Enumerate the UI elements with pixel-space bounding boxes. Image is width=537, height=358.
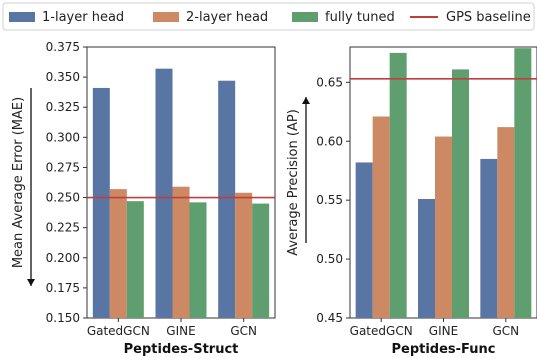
bar-2-layer-head-gine: [172, 186, 190, 318]
bar-fully-tuned-gine: [189, 202, 207, 318]
y-axis-label: Mean Average Error (MAE): [11, 97, 26, 268]
legend-frame: [2, 2, 535, 31]
y-tick-label: 0.150: [46, 311, 80, 325]
bar-fully-tuned-gcn: [514, 48, 532, 319]
y-tick-label: 0.55: [316, 193, 343, 207]
bar-1-layer-head-gine: [155, 68, 173, 319]
bar-2-layer-head-gcn: [235, 192, 253, 318]
y-tick-label: 0.300: [46, 130, 80, 144]
x-tick-label: GINE: [166, 324, 195, 338]
bar-fully-tuned-gatedgcn: [389, 52, 407, 319]
x-tick-label: GatedGCN: [350, 324, 413, 338]
y-tick-label: 0.200: [46, 251, 80, 265]
y-tick-label: 0.325: [46, 100, 80, 114]
bar-2-layer-head-gatedgcn: [372, 116, 390, 318]
legend-swatch-1-layer-head: [9, 12, 35, 22]
bar-2-layer-head-gine: [435, 136, 452, 318]
legend-swatch-2-layer-head: [153, 12, 179, 22]
bar-2-layer-head-gcn: [497, 127, 515, 319]
bar-1-layer-head-gatedgcn: [92, 87, 110, 318]
bar-fully-tuned-gatedgcn: [126, 201, 144, 318]
x-axis-title: Peptides-Func: [391, 342, 495, 357]
y-tick-label: 0.60: [316, 134, 343, 148]
y-tick-label: 0.175: [46, 281, 80, 295]
y-tick-label: 0.275: [46, 160, 80, 174]
arrow-up-icon: [302, 97, 310, 104]
y-tick-label: 0.250: [46, 191, 80, 205]
bar-1-layer-head-gcn: [480, 158, 498, 318]
bar-1-layer-head-gcn: [218, 80, 236, 318]
y-tick-label: 0.45: [316, 311, 343, 325]
legend-label-fully-tuned: fully tuned: [325, 10, 395, 25]
y-tick-label: 0.50: [316, 252, 343, 266]
panel-peptides-func: 0.45 0.50 0.55 0.60 0.65 GatedGCN GINE GCN Pepti…: [286, 46, 537, 357]
legend-label-2-layer-head: 2-layer head: [186, 10, 268, 25]
y-tick-label: 0.225: [46, 221, 80, 235]
bar-fully-tuned-gine: [452, 69, 469, 318]
x-tick-label: GINE: [429, 324, 458, 338]
y-tick-label: 0.350: [46, 70, 80, 84]
x-tick-label: GatedGCN: [87, 324, 150, 338]
legend-swatch-fully-tuned: [292, 12, 318, 22]
bar-2-layer-head-gatedgcn: [109, 189, 127, 318]
bar-1-layer-head-gatedgcn: [355, 162, 373, 318]
y-tick-label: 0.65: [316, 75, 343, 89]
x-axis-title: Peptides-Struct: [124, 342, 239, 357]
x-tick-label: GCN: [493, 324, 520, 338]
y-axis-label: Average Precision (AP): [286, 109, 301, 256]
x-tick-label: GCN: [230, 324, 257, 338]
bar-fully-tuned-gcn: [252, 203, 270, 318]
bar-1-layer-head-gine: [418, 198, 435, 318]
legend-label-1-layer-head: 1-layer head: [42, 10, 124, 25]
y-tick-label: 0.375: [46, 40, 80, 54]
legend-label-gps-baseline: GPS baseline: [446, 10, 531, 25]
legend: 1-layer head 2-layer head fully tuned GP…: [2, 2, 535, 31]
arrow-down-icon: [27, 279, 35, 286]
panel-peptides-struct: 0.150 0.175 0.200 0.225 0.250 0.275 0.300 0.325…: [11, 40, 276, 357]
